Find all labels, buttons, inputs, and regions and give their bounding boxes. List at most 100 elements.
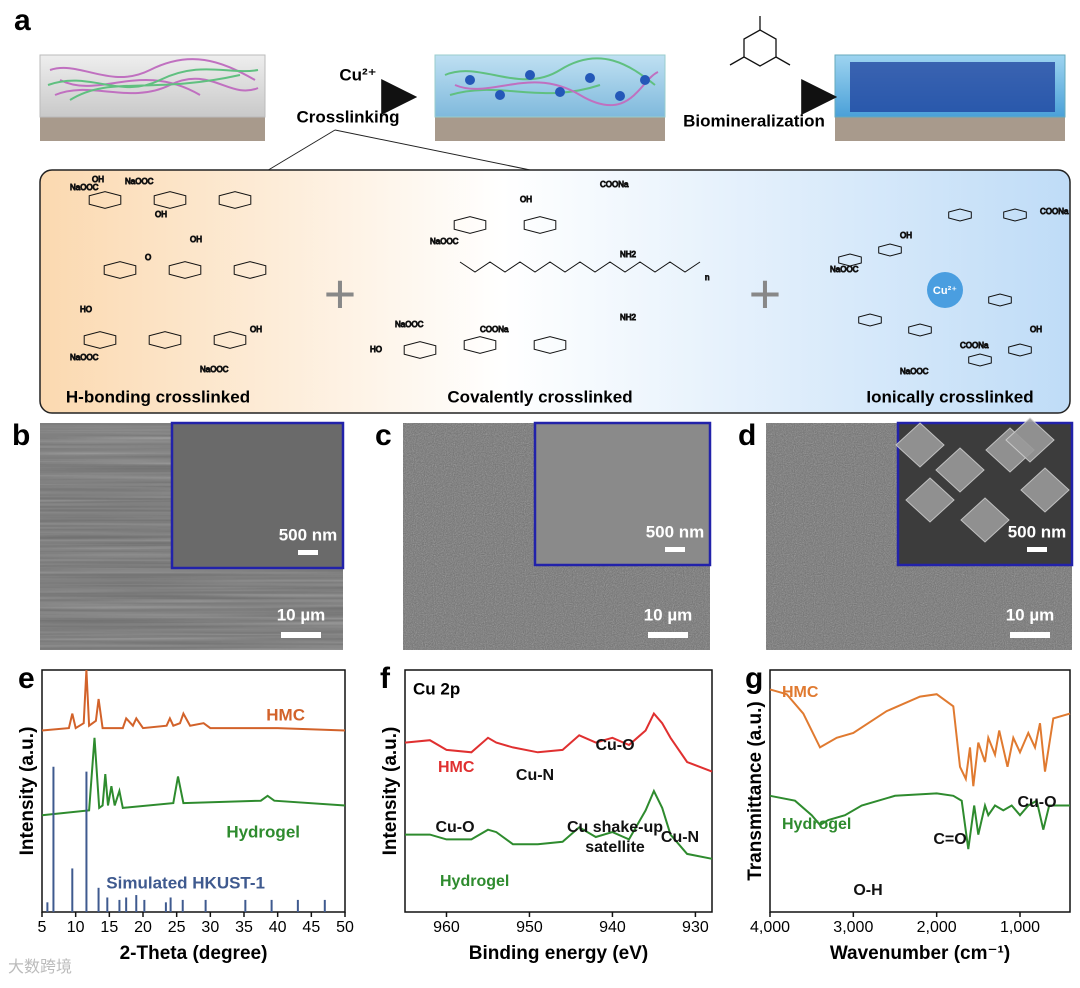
structure-label: Covalently crosslinked (447, 387, 632, 406)
chem-label: COONa (600, 180, 629, 189)
x-axis-label: Binding energy (eV) (469, 943, 648, 964)
x-tick-label: 30 (201, 919, 219, 936)
panel-label: a (14, 4, 31, 37)
x-tick-label: 1,000 (1000, 919, 1040, 936)
annotation: Cu-N (516, 767, 554, 784)
x-tick-label: 15 (100, 919, 118, 936)
sugar-ring (968, 353, 992, 367)
series-line (41, 737, 346, 817)
zoom-line (264, 129, 336, 173)
plot-frame (404, 669, 713, 913)
plus: + (324, 262, 357, 325)
x-tick-label: 45 (302, 919, 320, 936)
structure-box (39, 169, 1071, 414)
inset (533, 421, 712, 567)
chem-structures: NaOOCNaOOCOHOHOHHOOHNaOOCNaOOCCOONaNaOOC… (70, 175, 1070, 377)
scale-label: 10 µm (1006, 605, 1055, 624)
sugar-ring (948, 208, 972, 222)
sugar-ring (148, 331, 182, 349)
crystal (960, 497, 1010, 543)
sugar-ring (858, 313, 882, 327)
sugar-ring (533, 336, 567, 354)
x-tick-label: 40 (269, 919, 287, 936)
chem-label: OH (250, 325, 262, 334)
plot-frame (769, 669, 1071, 913)
crystal (895, 422, 945, 468)
sugar-ring (233, 261, 267, 279)
y-axis-label: Transmittance (a.u.) (745, 701, 766, 881)
sugar-ring (213, 331, 247, 349)
annotation: O-H (853, 882, 882, 899)
sugar-ring (838, 253, 862, 267)
inset-scale-label: 500 nm (279, 525, 338, 544)
x-axis-label: 2-Theta (degree) (120, 943, 268, 964)
crystal (935, 447, 985, 493)
cu-ion (927, 272, 963, 308)
panel-label: f (380, 662, 391, 695)
chem-label: n (705, 273, 709, 282)
structure-label: H-bonding crosslinked (66, 387, 250, 406)
sugar-ring (103, 261, 137, 279)
chem-label: NH2 (620, 313, 637, 322)
series-line (41, 669, 346, 732)
sugar-ring (988, 293, 1012, 307)
annotation: Cu-O (1017, 794, 1056, 811)
sugar-ring (878, 243, 902, 257)
x-tick-label: 35 (235, 919, 253, 936)
scale-bar (665, 547, 685, 552)
ion-label: Cu²⁺ (339, 65, 376, 84)
cu-dots (465, 70, 650, 101)
sugar-ring (1003, 208, 1027, 222)
annotation: Cu-O (595, 737, 634, 754)
chem-label: COONa (960, 341, 989, 350)
x-tick-label: 50 (336, 919, 354, 936)
crystal (905, 477, 955, 523)
x-tick-label: 10 (67, 919, 85, 936)
annotation: Cu-O (435, 819, 474, 836)
step-label: Crosslinking (297, 107, 400, 126)
panel-label: b (12, 419, 30, 452)
annotation: C=O (933, 831, 966, 848)
annotation: Hydrogel (782, 816, 851, 833)
chem-label: OH (900, 231, 912, 240)
chem-label: OH (92, 175, 104, 184)
series-label: Hydrogel (226, 822, 300, 841)
chem-label: COONa (1040, 207, 1069, 216)
chem-label: COONa (480, 325, 509, 334)
annotation: Cu shake-up (567, 819, 663, 836)
chem-label: NaOOC (430, 237, 459, 246)
crystal (1005, 417, 1055, 463)
series-label: HMC (266, 705, 305, 724)
inset-scale-label: 500 nm (646, 522, 705, 541)
scale-label: 10 µm (277, 605, 326, 624)
sugar-ring (453, 216, 487, 234)
step-label: Biomineralization (683, 111, 825, 130)
chem-label: NaOOC (395, 320, 424, 329)
series-line (405, 788, 713, 860)
panel-label: d (738, 419, 756, 452)
scale-bar (298, 550, 318, 555)
plus: + (749, 262, 782, 325)
y-axis-label: Intensity (a.u.) (380, 727, 401, 856)
x-tick-label: 4,000 (750, 919, 790, 936)
sem-images: b 500 nm 10 µm c 500 nm 10 µm d 500 nm 10 µm (12, 417, 1074, 650)
chem-label: OH (155, 210, 167, 219)
watermark: 大数跨境 (8, 957, 72, 976)
sugar-ring (88, 191, 122, 209)
gel-blocks (39, 54, 1066, 141)
series-label: Simulated HKUST-1 (106, 873, 265, 892)
chem-label: NaOOC (125, 177, 154, 186)
plot-frame (41, 669, 346, 913)
x-tick-label: 960 (433, 919, 460, 936)
crystal (1020, 467, 1070, 513)
sugar-ring (218, 191, 252, 209)
zoom-line (334, 129, 541, 173)
x-tick-label: 3,000 (833, 919, 873, 936)
annotation: satellite (585, 839, 645, 856)
btc-molecule (729, 16, 791, 67)
chem-label: NaOOC (900, 367, 929, 376)
x-axis-label: Wavenumber (cm⁻¹) (830, 943, 1010, 964)
chem-label: NaOOC (200, 365, 229, 374)
sugar-ring (1008, 343, 1032, 357)
